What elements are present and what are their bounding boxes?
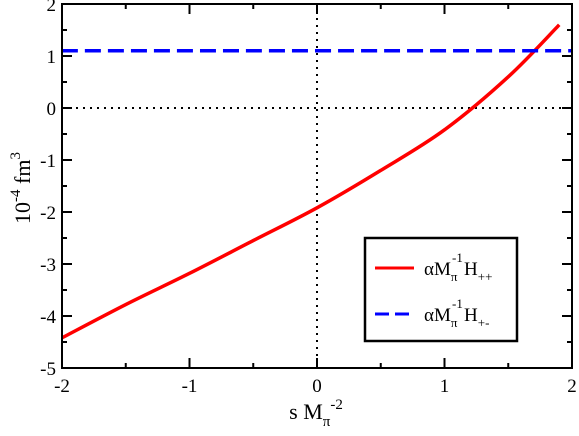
y-tick-label: -2 [40,203,56,224]
x-tick-label: 0 [312,376,322,397]
legend-hpp-h: H [464,259,478,280]
y-axis-title-base: 10 [10,202,35,224]
y-tick-label: -1 [40,151,56,172]
legend-hpm-sup: -1 [452,296,463,311]
y-tick-labels: -5 -4 -3 -2 -1 0 1 2 [40,0,56,380]
legend-hpm-sub: π [451,315,458,330]
y-tick-label: 0 [47,99,57,120]
y-tick-label: -3 [40,255,56,276]
x-axis-title-sup: -2 [330,397,343,413]
x-axis-title: s Mπ-2 [289,397,343,430]
reference-lines [62,4,572,368]
y-tick-label: -5 [40,359,56,380]
x-axis-title-sub: π [323,414,331,430]
legend-hpm-a: αM [424,305,451,326]
y-tick-label: -4 [40,307,56,328]
legend-label-hpp: αMπ -1H++ [424,250,492,284]
y-tick-label: 1 [47,47,57,68]
legend-label-hpm: αMπ -1H+- [424,296,489,330]
x-tick-label: 1 [440,376,450,397]
legend-hpp-sup: -1 [452,250,463,265]
y-axis-title-unit: fm [10,160,35,190]
legend-hpp-a: αM [424,259,451,280]
series-layer [61,23,572,340]
y-axis-title: 10-4 fm3 [8,152,35,224]
legend-hpm-hsub: +- [478,315,490,330]
legend-box [363,236,519,343]
axis-ticks [61,3,573,369]
y-tick-label: 2 [47,0,57,16]
legend: αMπ-1H++ αMπ-1H+- [363,236,519,343]
legend-hpm-h: H [464,305,478,326]
x-tick-labels: -2 -1 0 1 2 [54,376,577,397]
legend-hpp-sub: π [451,269,458,284]
y-axis-title-sup: -4 [8,189,24,202]
x-tick-label: -2 [54,376,70,397]
y-axis-title-unit-sup: 3 [8,152,24,160]
legend-hpp-hsub: ++ [478,269,493,284]
x-axis-title-base: s M [289,399,323,424]
x-tick-label: -1 [182,376,198,397]
x-tick-label: 2 [567,376,577,397]
series-line-hpp [61,23,561,340]
